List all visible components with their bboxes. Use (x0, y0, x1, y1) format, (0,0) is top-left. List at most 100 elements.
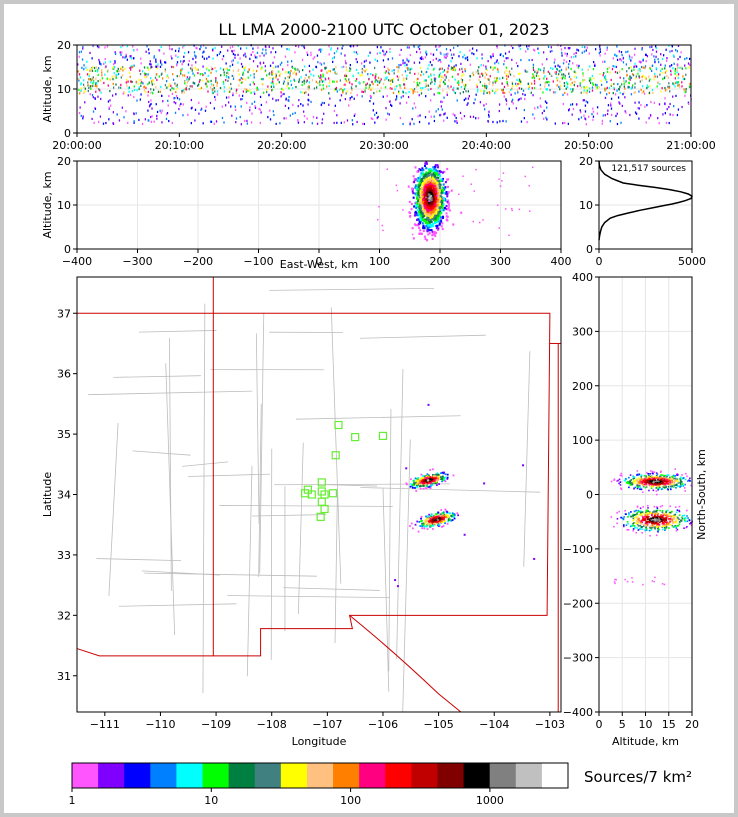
source-point (572, 107, 575, 111)
source-point (443, 113, 445, 116)
source-point (150, 99, 152, 102)
source-point (649, 67, 652, 71)
source-point (302, 104, 304, 107)
source-point (392, 91, 395, 94)
source-point (430, 479, 433, 482)
source-point (434, 180, 437, 183)
source-point (489, 80, 491, 84)
source-point (581, 68, 583, 71)
source-point (412, 480, 415, 483)
source-point (125, 110, 127, 113)
source-point (101, 71, 103, 74)
source-point (425, 218, 428, 221)
source-point (227, 72, 230, 75)
source-point (420, 480, 423, 483)
source-point (598, 86, 600, 89)
source-point (181, 90, 183, 93)
source-point (411, 187, 414, 190)
source-point (560, 44, 562, 47)
source-point (671, 477, 674, 480)
source-point (269, 76, 271, 80)
source-point (661, 67, 663, 71)
source-point (497, 62, 500, 65)
source-point (456, 99, 458, 102)
source-point (294, 51, 296, 54)
source-point (630, 76, 633, 80)
source-point (423, 525, 426, 528)
source-point (119, 51, 121, 54)
source-point (421, 522, 424, 525)
source-point (337, 47, 339, 50)
source-point (315, 65, 317, 68)
source-point (679, 55, 681, 59)
source-point (439, 513, 442, 516)
source-point (211, 48, 214, 51)
source-point (87, 81, 89, 84)
source-point (389, 47, 391, 51)
source-point (437, 217, 440, 220)
county-line (246, 465, 253, 677)
source-point (344, 74, 346, 77)
source-point (187, 51, 190, 54)
source-point (433, 115, 435, 118)
source-point (406, 59, 408, 62)
source-point (480, 89, 482, 93)
source-point (634, 62, 636, 65)
source-point (556, 76, 558, 79)
source-point (461, 67, 463, 70)
source-point (271, 80, 274, 83)
source-point (430, 115, 432, 118)
source-point (615, 114, 617, 118)
source-point (639, 488, 641, 491)
source-point (660, 90, 662, 93)
source-point (166, 86, 168, 89)
source-point (239, 57, 241, 60)
source-point (419, 212, 422, 215)
source-point (228, 76, 230, 79)
source-point (112, 66, 114, 69)
source-point (259, 61, 261, 64)
source-point (414, 90, 416, 93)
source-point (429, 477, 432, 480)
source-point (419, 66, 422, 69)
source-point (182, 103, 184, 106)
source-point (435, 226, 438, 230)
source-point (199, 87, 201, 91)
source-point (425, 200, 428, 203)
source-point (562, 62, 565, 65)
source-point (438, 517, 441, 520)
source-point (150, 88, 152, 91)
source-point (93, 66, 96, 70)
source-point (262, 61, 265, 64)
source-point (312, 57, 314, 60)
source-point (669, 480, 671, 483)
source-point (201, 55, 204, 58)
source-point (505, 120, 507, 123)
source-point (481, 57, 483, 60)
source-point (505, 73, 508, 76)
source-point (596, 84, 598, 87)
source-point (439, 114, 441, 117)
source-point (411, 118, 413, 121)
source-point (419, 198, 422, 201)
source-point (602, 74, 604, 77)
source-point (649, 475, 652, 478)
source-point (303, 45, 305, 48)
source-point (616, 122, 619, 126)
source-point (78, 111, 81, 115)
source-point (298, 44, 300, 47)
source-point (682, 78, 685, 81)
source-point (288, 76, 291, 79)
source-point (418, 220, 421, 224)
source-point (333, 89, 336, 92)
source-point (490, 57, 492, 60)
source-point (112, 82, 114, 86)
source-point (430, 52, 432, 55)
county-line (141, 570, 220, 576)
source-point (174, 111, 177, 114)
source-point (657, 82, 660, 85)
source-point (241, 97, 243, 101)
source-point (413, 102, 415, 105)
source-point (420, 207, 423, 210)
source-point (649, 85, 651, 88)
